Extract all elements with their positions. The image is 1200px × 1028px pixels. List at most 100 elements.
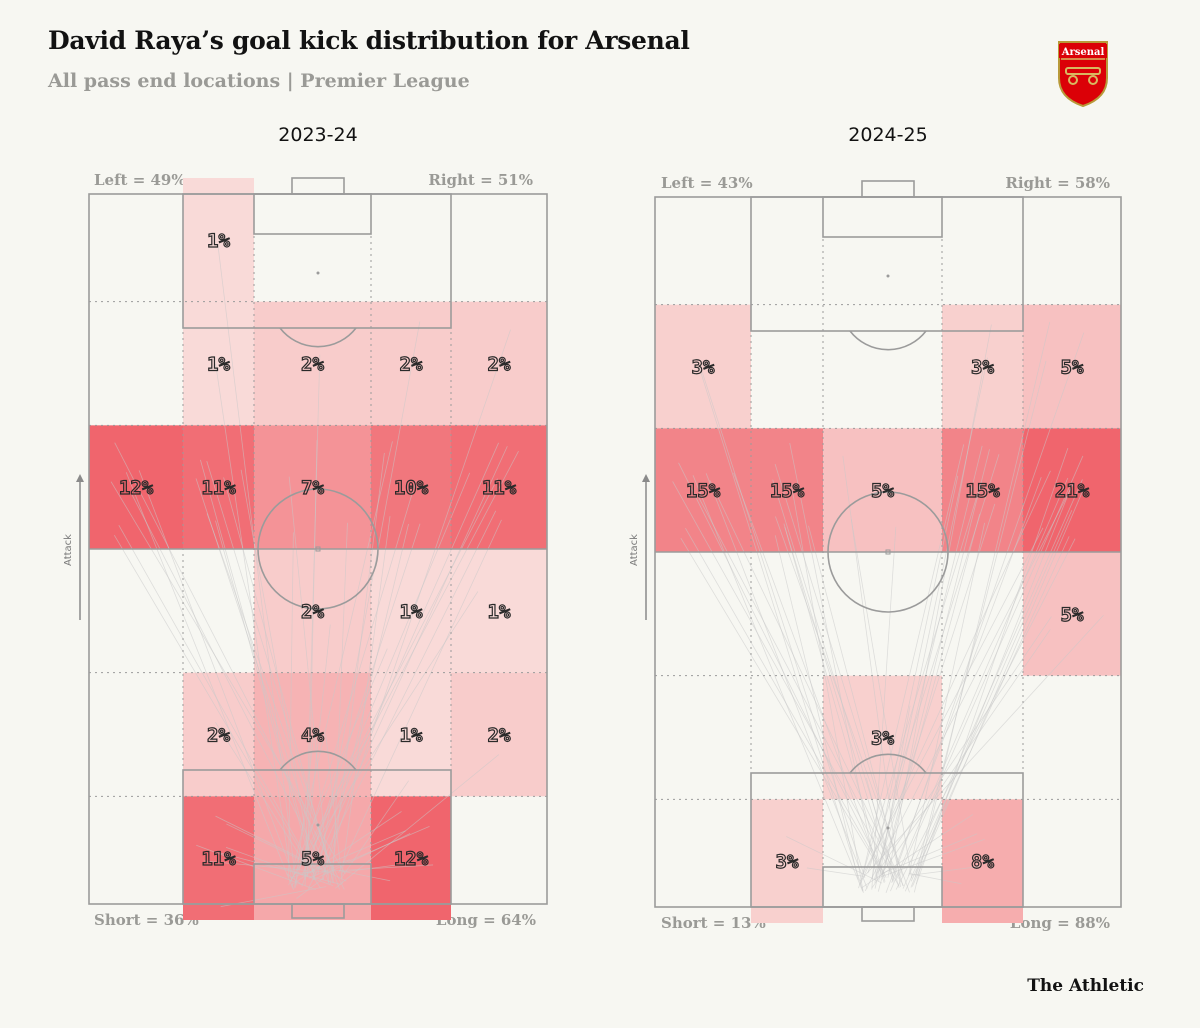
pass-arrow: [685, 527, 887, 878]
goal-bottom: [861, 906, 915, 922]
heatmap-cell: [451, 425, 547, 549]
season-label: 2023-24: [278, 124, 358, 146]
pass-arrow: [772, 479, 900, 888]
goal-top: [291, 177, 345, 195]
pass-arrow: [341, 516, 391, 876]
cell-value-labels: 1% 1% 2% 2% 2% 12% 11% 7% 10% 11% 2% 1% 1% 2% 4% 1% 2% 11…: [118, 229, 517, 871]
cell-value-label: 1%: [207, 354, 230, 376]
cell-value-label: 15%: [686, 480, 721, 502]
heatmap-cell: [183, 178, 254, 302]
penalty-spot-top: [886, 274, 890, 278]
heatmap-cell: [254, 301, 371, 426]
pass-arrow: [110, 481, 346, 874]
pass-arrow: [311, 446, 508, 873]
pass-arrow: [291, 811, 402, 886]
pass-arrow: [898, 455, 1084, 877]
pass-arrow: [878, 838, 985, 879]
pass-arrow: [881, 449, 990, 876]
pass-arrow: [692, 475, 864, 892]
pass-arrow: [301, 523, 421, 887]
arsenal-badge: Arsenal: [1058, 41, 1108, 108]
cell-value-label: 12%: [119, 477, 154, 499]
heatmap-cell: [751, 428, 823, 552]
cell-value-label: 3%: [971, 357, 994, 379]
pass-arrow: [206, 513, 340, 890]
long-share-label: Long = 64%: [435, 911, 536, 929]
pass-arrow: [292, 648, 388, 872]
heatmap-cell: [254, 425, 371, 549]
pass-arrow: [871, 475, 959, 880]
cell-value-label: 2%: [207, 725, 230, 747]
pass-arrow: [873, 503, 996, 881]
heatmap-cell: [183, 301, 254, 426]
cell-value-label: 2%: [488, 354, 511, 376]
pass-arrow: [215, 815, 347, 882]
pass-arrow: [861, 814, 974, 889]
chart-title: David Raya’s goal kick distribution for …: [48, 26, 690, 55]
heatmap-cells: [655, 304, 1121, 923]
pass-arrow: [786, 836, 883, 884]
pass-arrow: [308, 825, 430, 879]
pass-arrow: [292, 441, 393, 871]
pass-arrow: [225, 847, 334, 887]
chart-subtitle: All pass end locations | Premier League: [48, 70, 470, 92]
heatmap-cell: [823, 428, 942, 552]
pitch-markings: [654, 180, 1122, 922]
cell-value-label: 2%: [301, 601, 324, 623]
cell-value-label: 5%: [301, 848, 324, 870]
heatmap-cell: [942, 799, 1023, 923]
pass-arrow: [294, 726, 316, 889]
pass-arrow: [874, 445, 983, 883]
cell-value-label: 2%: [400, 354, 423, 376]
pass-arrow: [307, 440, 318, 878]
pass-arrow: [672, 481, 900, 887]
cell-value-label: 4%: [301, 725, 324, 747]
pass-arrow: [113, 535, 316, 875]
pass-arrow: [288, 478, 498, 886]
cell-value-label: 2%: [488, 725, 511, 747]
pass-arrow: [806, 867, 864, 877]
short-share-label: Short = 13%: [661, 914, 766, 932]
pass-arrow: [215, 722, 321, 889]
svg-text:Attack: Attack: [63, 534, 74, 566]
pass-arrow: [226, 823, 329, 874]
cell-value-labels: 3% 3% 5% 15% 15% 5% 15% 21% 5% 3% 3% 8%: [685, 356, 1090, 874]
pass-arrow: [322, 523, 409, 880]
cell-value-label: 1%: [207, 230, 230, 252]
brand-logo-text: The Athletic: [1027, 976, 1144, 996]
pass-arrow: [774, 463, 903, 876]
right-share-label: Right = 58%: [1005, 174, 1110, 192]
penalty-spot-bottom: [316, 823, 320, 827]
cell-value-label: 21%: [1055, 480, 1090, 502]
cell-value-label: 5%: [1061, 357, 1084, 379]
pass-arrow: [289, 859, 351, 879]
pass-arrow: [240, 469, 315, 880]
pass-arrow: [878, 705, 911, 882]
pitch-heatmap: 3% 3% 5% 15% 15% 5% 15% 21% 5% 3% 3% 8%: [654, 180, 1122, 923]
heatmap-cell: [89, 425, 183, 549]
pass-arrow: [215, 520, 316, 879]
heatmap-cell: [751, 799, 823, 923]
cell-value-label: 12%: [394, 848, 429, 870]
pass-arrow: [862, 444, 965, 874]
badge-text: Arsenal: [1061, 47, 1105, 58]
cell-value-label: 1%: [488, 601, 511, 623]
pass-arrow: [130, 491, 329, 876]
pass-arrow: [288, 532, 294, 878]
heatmap-cell: [451, 549, 547, 673]
centre-circle: [257, 488, 379, 610]
pass-arrow: [783, 523, 886, 882]
pass-arrow: [705, 473, 868, 889]
pass-arrow: [341, 863, 409, 873]
cell-value-label: 2%: [301, 354, 324, 376]
penalty-arc-bottom: [849, 753, 927, 774]
cell-value-label: 11%: [201, 477, 236, 499]
pitch-heatmap: 1% 1% 2% 2% 2% 12% 11% 7% 10% 11% 2% 1% 1% 2% 4% 1% 2% 11…: [88, 177, 548, 920]
pass-arrow: [911, 866, 981, 876]
goal-top: [861, 180, 915, 198]
pass-arrow: [912, 489, 1084, 887]
left-share-label: Left = 43%: [661, 174, 753, 192]
penalty-spot-bottom: [886, 826, 890, 830]
cell-value-label: 15%: [965, 480, 1000, 502]
pass-arrow: [774, 535, 859, 881]
